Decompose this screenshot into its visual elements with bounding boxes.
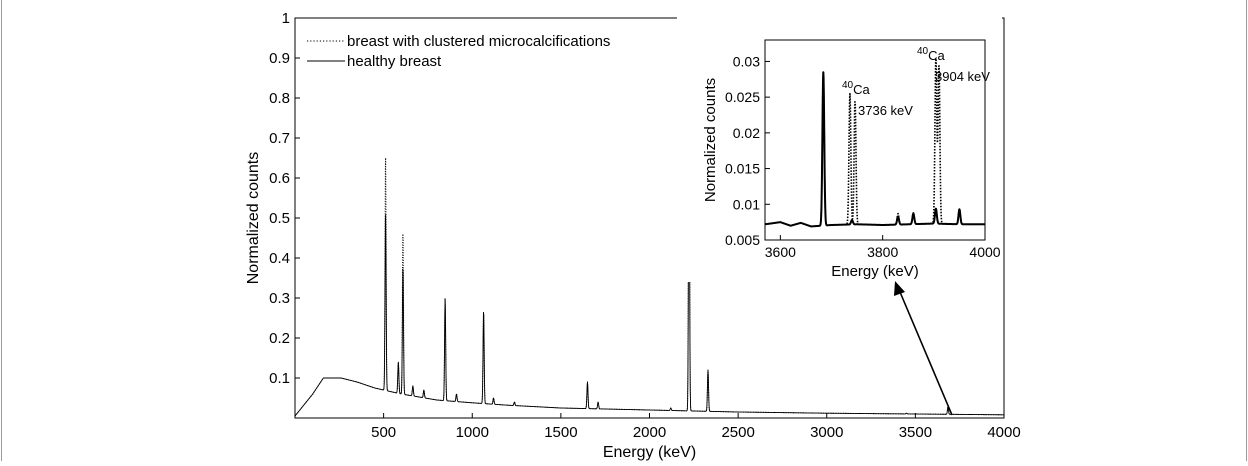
annotation-ca-3904: 40Ca 3904 keV xyxy=(917,46,990,84)
main-y-axis-label: Normalized counts xyxy=(245,152,262,285)
annotation-ca-3904-energy: 3904 keV xyxy=(935,69,990,84)
main-y-tick-label: 0.1 xyxy=(269,370,290,387)
main-y-tick-label: 0.4 xyxy=(269,250,290,267)
inset-y-ticks: 0.005 0.01 0.015 0.02 0.025 0.03 xyxy=(725,53,770,248)
legend-label-healthy: healthy breast xyxy=(347,53,442,70)
inset-y-tick-label: 0.025 xyxy=(725,89,760,105)
annotation-ca-3904-label: 40Ca xyxy=(917,46,946,63)
annotation-ca-3736-element: Ca xyxy=(853,82,870,97)
legend: breast with clustered microcalcification… xyxy=(307,33,610,70)
inset-y-tick-label: 0.005 xyxy=(725,232,760,248)
main-y-ticks: 0.1 0.2 0.3 0.4 0.5 0.6 0.7 0.8 0.9 1 xyxy=(269,10,300,387)
inset-y-tick-label: 0.015 xyxy=(725,161,760,177)
inset-y-tick-label: 0.02 xyxy=(733,125,760,141)
main-x-ticks: 500 1000 1500 2000 2500 3000 3500 4000 xyxy=(371,413,1021,441)
annotation-ca-3736-energy: 3736 keV xyxy=(858,103,913,118)
inset-series-line-microcalcifications xyxy=(764,57,986,228)
main-x-axis-label: Energy (keV) xyxy=(603,444,696,461)
inset-x-ticks: 3600 3800 4000 xyxy=(765,235,1001,260)
main-y-tick-label: 0.3 xyxy=(269,290,290,307)
inset-x-tick-label: 4000 xyxy=(969,244,1000,260)
main-y-tick-label: 0.9 xyxy=(269,50,290,67)
main-x-tick-label: 4000 xyxy=(987,424,1020,441)
main-y-tick-label: 1 xyxy=(282,10,290,27)
annotation-ca-3736-mass: 40 xyxy=(842,80,854,91)
main-x-tick-label: 1500 xyxy=(544,424,577,441)
inset-x-tick-label: 3600 xyxy=(765,244,796,260)
annotation-ca-3904-element: Ca xyxy=(928,48,945,63)
main-x-tick-label: 1000 xyxy=(456,424,489,441)
main-x-tick-label: 3500 xyxy=(899,424,932,441)
main-x-tick-label: 3000 xyxy=(810,424,843,441)
legend-label-microcalcifications: breast with clustered microcalcification… xyxy=(347,33,610,50)
zoom-arrow xyxy=(894,281,953,416)
inset-x-axis-label: Energy (keV) xyxy=(831,263,919,280)
main-series-group xyxy=(294,19,1005,417)
inset-series-group xyxy=(764,57,986,228)
annotation-ca-3904-mass: 40 xyxy=(917,46,929,57)
main-series-line-microcalcifications xyxy=(294,19,1005,417)
main-y-tick-label: 0.2 xyxy=(269,330,290,347)
inset-axes-box xyxy=(764,39,986,241)
inset-background xyxy=(677,10,1002,282)
zoom-arrow-line xyxy=(899,291,953,416)
inset-y-axis-label: Normalized counts xyxy=(702,78,719,202)
main-y-tick-label: 0.7 xyxy=(269,130,290,147)
main-x-tick-label: 2000 xyxy=(633,424,666,441)
main-y-tick-label: 0.8 xyxy=(269,90,290,107)
main-y-tick-label: 0.6 xyxy=(269,170,290,187)
annotation-ca-3736-label: 40Ca xyxy=(842,80,871,97)
main-plot: 500 1000 1500 2000 2500 3000 3500 4000 0.10.20.… xyxy=(245,10,1021,461)
main-x-tick-label: 500 xyxy=(371,424,396,441)
inset-x-tick-label: 3800 xyxy=(867,244,898,260)
main-x-tick-label: 2500 xyxy=(721,424,754,441)
main-y-tick-label: 0.5 xyxy=(269,210,290,227)
inset-y-tick-label: 0.03 xyxy=(733,53,760,69)
inset-y-tick-label: 0.01 xyxy=(733,196,760,212)
inset-plot: 3600 3800 4000 0.005 0.01 0.015 0.02 0.025 0.03… xyxy=(677,10,1002,282)
zoom-arrow-head xyxy=(894,281,905,296)
annotation-ca-3736: 40Ca 3736 keV xyxy=(842,80,913,118)
